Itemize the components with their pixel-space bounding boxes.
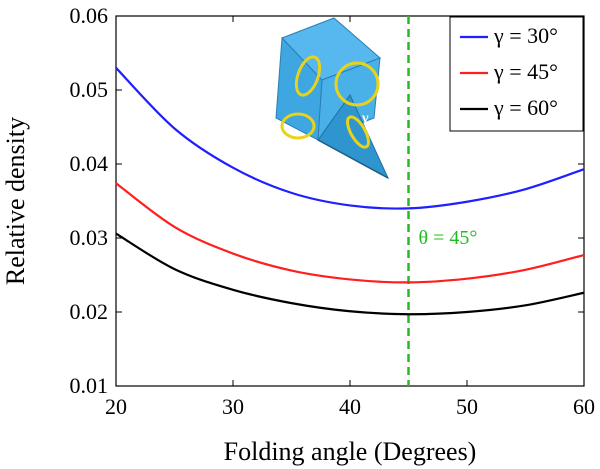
y-tick-label: 0.03 <box>70 225 109 250</box>
series-line-3 <box>115 232 585 316</box>
y-axis-title: Relative density <box>1 117 30 285</box>
x-tick-label: 20 <box>105 394 127 419</box>
folded-cube-icon: γ <box>275 17 390 180</box>
series-line-2 <box>115 182 585 284</box>
x-tick-label: 40 <box>339 394 361 419</box>
x-tick-label: 50 <box>456 394 478 419</box>
theta-45-label: θ = 45° <box>419 227 478 249</box>
legend-label-3: γ = 60° <box>493 95 558 120</box>
x-tick-label: 30 <box>222 394 244 419</box>
y-tick-label: 0.06 <box>70 3 109 28</box>
y-tick-label: 0.01 <box>70 373 109 398</box>
series-line-1 <box>115 67 585 210</box>
legend: γ = 30° γ = 45° γ = 60° <box>449 16 584 132</box>
x-axis-title: Folding angle (Degrees) <box>224 437 477 466</box>
y-tick-label: 0.05 <box>70 77 109 102</box>
inset-gamma-label: γ <box>361 111 369 126</box>
y-tick-label: 0.02 <box>70 299 109 324</box>
legend-label-1: γ = 30° <box>493 23 558 48</box>
x-tick-label: 60 <box>573 394 595 419</box>
plot-area: 20 30 40 50 60 0.01 0.02 0.03 0.04 0.05 0.06 Foldin… <box>1 3 595 466</box>
legend-label-2: γ = 45° <box>493 59 558 84</box>
y-tick-label: 0.04 <box>70 151 109 176</box>
